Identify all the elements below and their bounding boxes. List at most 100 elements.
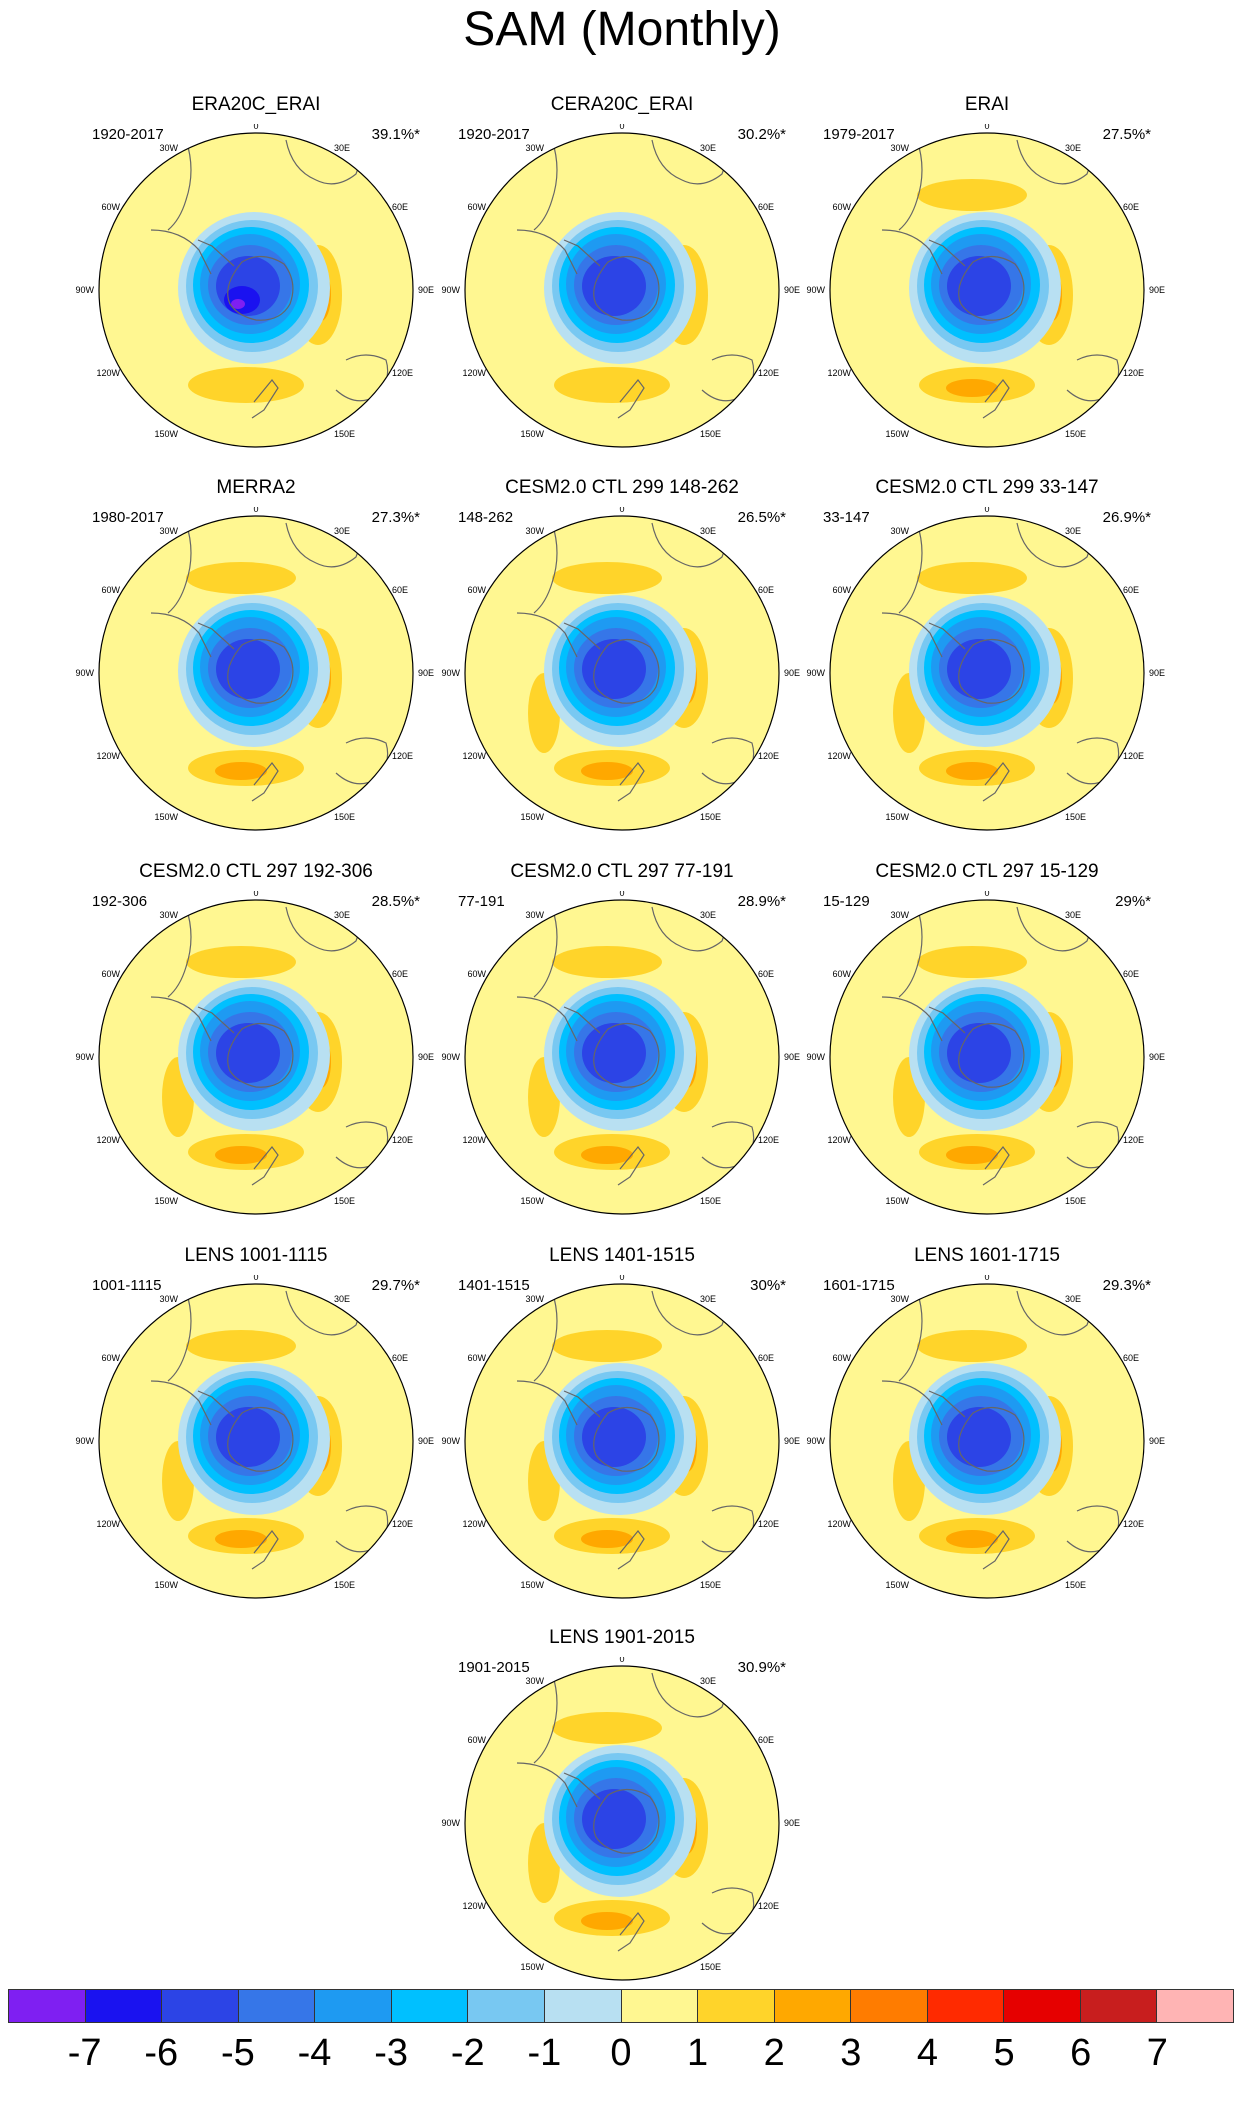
- grid-label-left: 90W: [441, 668, 460, 678]
- map-panel: CESM2.0 CTL 297 192-306 192-306 28.5%* 0 30W…: [70, 861, 442, 1215]
- grid-label-bottom-left: 150W: [520, 812, 544, 822]
- polar-map: 030W30E60W60E90W90E120W120E150W150E180: [441, 1657, 800, 1981]
- grid-label-lower-left: 120W: [462, 1519, 486, 1529]
- colorbar-swatch: [927, 1990, 1005, 2022]
- grid-label-lower-left: 120W: [827, 1519, 851, 1529]
- grid-label-upper-right: 60E: [758, 1735, 774, 1745]
- grid-label-top-right: 30E: [700, 1676, 716, 1686]
- map-boundary: [829, 899, 1145, 1215]
- map-panel: MERRA2 1980-2017 27.3%* 0 30W 30E 60W 60E 90W 90E…: [70, 477, 442, 831]
- contour-field: [465, 1284, 779, 1598]
- grid-label-upper-right: 60E: [1123, 202, 1139, 212]
- grid-label-right: 90E: [418, 285, 434, 295]
- grid-label-top: 0: [619, 124, 624, 131]
- map-panel: LENS 1001-1115 1001-1115 29.7%* 0 30W 30E 60W 6…: [70, 1245, 442, 1599]
- grid-label-lower-right: 120E: [1123, 1519, 1144, 1529]
- colorbar-tick-label: -1: [527, 2032, 562, 2074]
- grid-label-upper-right: 60E: [1123, 1353, 1139, 1363]
- grid-label-lower-right: 120E: [1123, 1135, 1144, 1145]
- grid-label-top-left: 30W: [525, 1294, 544, 1304]
- grid-label-upper-right: 60E: [758, 1353, 774, 1363]
- contour-field: [465, 900, 779, 1214]
- grid-label-bottom-left: 150W: [885, 1196, 909, 1206]
- colorbar-swatch: [621, 1990, 699, 2022]
- panel-period: 192-306: [92, 893, 148, 910]
- grid-label-top-right: 30E: [700, 910, 716, 920]
- grid-label-right: 90E: [784, 1436, 800, 1446]
- panel-variance-percent: 26.5%*: [737, 509, 786, 526]
- grid-label-left: 90W: [441, 1052, 460, 1062]
- grid-label-top: 0: [253, 507, 258, 514]
- panel-variance-percent: 29%*: [1115, 893, 1151, 910]
- page-title: SAM (Monthly): [463, 3, 781, 56]
- grid-label-upper-right: 60E: [758, 969, 774, 979]
- grid-label-right: 90E: [1149, 1052, 1165, 1062]
- grid-label-lower-left: 120W: [96, 751, 120, 761]
- panel-variance-percent: 27.5%*: [1102, 126, 1151, 143]
- polar-map: 030W30E60W60E90W90E120W120E150W150E180: [806, 1275, 1165, 1599]
- grid-label-right: 90E: [784, 1818, 800, 1828]
- grid-label-bottom-left: 150W: [154, 1580, 178, 1590]
- grid-label-right: 90E: [784, 1052, 800, 1062]
- map-panel: ERA20C_ERAI 1920-2017 39.1%* 0 30W 30E 60W 60E 9…: [70, 94, 442, 448]
- grid-label-top-left: 30W: [159, 526, 178, 536]
- grid-label-top: 0: [984, 507, 989, 514]
- grid-label-top-left: 30W: [890, 910, 909, 920]
- grid-label-left: 90W: [806, 668, 825, 678]
- grid-label-upper-left: 60W: [101, 202, 120, 212]
- contour-field: [99, 1284, 413, 1598]
- map-boundary: [464, 132, 780, 448]
- panel-period: 148-262: [458, 509, 514, 526]
- grid-label-top-right: 30E: [334, 1294, 350, 1304]
- map-boundary: [464, 899, 780, 1215]
- panel-variance-percent: 29.7%*: [371, 1277, 420, 1294]
- grid-label-upper-right: 60E: [1123, 585, 1139, 595]
- colorbar-swatch: [162, 1990, 239, 2022]
- grid-label-upper-left: 60W: [467, 202, 486, 212]
- contour-field: [99, 900, 413, 1214]
- grid-label-left: 90W: [75, 1436, 94, 1446]
- grid-label-top-right: 30E: [334, 526, 350, 536]
- panel-title: CESM2.0 CTL 299 148-262: [505, 477, 739, 498]
- colorbar-swatch: [238, 1990, 316, 2022]
- colorbar-tick-label: -5: [220, 2032, 255, 2074]
- panel-variance-percent: 27.3%*: [371, 509, 420, 526]
- polar-map: 030W30E60W60E90W90E120W120E150W150E180: [75, 891, 434, 1215]
- map-boundary: [98, 515, 414, 831]
- grid-label-bottom-left: 150W: [154, 429, 178, 439]
- grid-label-bottom-left: 150W: [885, 429, 909, 439]
- panel-period: 1001-1115: [92, 1277, 162, 1294]
- grid-label-bottom-right: 150E: [334, 429, 355, 439]
- grid-label-lower-left: 120W: [96, 1135, 120, 1145]
- grid-label-top-right: 30E: [1065, 1294, 1081, 1304]
- panel-period: 15-129: [823, 893, 870, 910]
- grid-label-upper-left: 60W: [832, 585, 851, 595]
- colorbar-swatch: [698, 1990, 775, 2022]
- grid-label-bottom-left: 150W: [885, 812, 909, 822]
- map-panel: LENS 1401-1515 1401-1515 30%* 0 30W 30E 60W 60E…: [436, 1245, 808, 1599]
- polar-map: 030W30E60W60E90W90E120W120E150W150E180: [75, 1275, 434, 1599]
- colorbar-tick-label: 6: [1070, 2032, 1092, 2074]
- grid-label-top: 0: [984, 891, 989, 898]
- grid-label-upper-left: 60W: [101, 1353, 120, 1363]
- panel-variance-percent: 30%*: [750, 1277, 786, 1294]
- contour-field: [99, 133, 413, 447]
- panel-title: LENS 1601-1715: [914, 1245, 1060, 1266]
- grid-label-right: 90E: [784, 668, 800, 678]
- polar-map: 030W30E60W60E90W90E120W120E150W150E180: [75, 507, 434, 831]
- grid-label-top: 0: [984, 124, 989, 131]
- grid-label-left: 90W: [75, 668, 94, 678]
- grid-label-lower-right: 120E: [392, 368, 413, 378]
- grid-label-top: 0: [253, 124, 258, 131]
- grid-label-lower-right: 120E: [392, 751, 413, 761]
- grid-label-left: 90W: [441, 1818, 460, 1828]
- grid-label-lower-left: 120W: [827, 1135, 851, 1145]
- map-boundary: [98, 899, 414, 1215]
- colorbar-tick-label: 5: [993, 2032, 1015, 2074]
- colorbar-tick-label: -4: [297, 2032, 332, 2074]
- grid-label-lower-right: 120E: [1123, 751, 1144, 761]
- grid-label-bottom-left: 150W: [520, 1196, 544, 1206]
- grid-label-top: 0: [253, 891, 258, 898]
- map-boundary: [98, 1283, 414, 1599]
- colorbar-tick-label: 4: [916, 2032, 939, 2074]
